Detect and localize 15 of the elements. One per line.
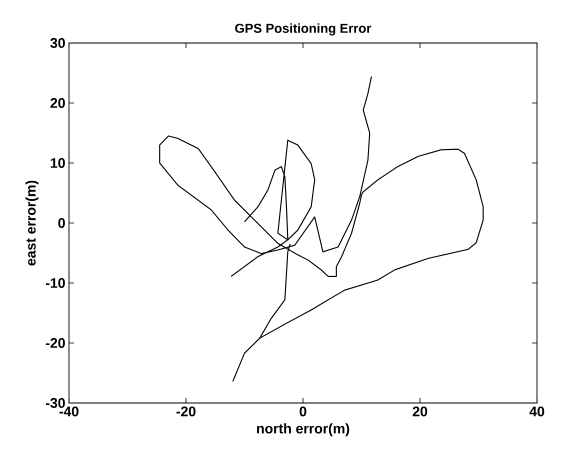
y-tick-label: 20 — [50, 98, 65, 108]
x-tick-label: 20 — [412, 406, 428, 416]
x-tick-label: -20 — [176, 406, 196, 416]
y-tick-label: -10 — [46, 278, 65, 288]
x-tick-label: 0 — [300, 406, 306, 416]
chart-title: GPS Positioning Error — [235, 23, 372, 36]
x-tick-label: -40 — [59, 406, 79, 416]
y-axis-title: east error(m) — [25, 180, 38, 266]
y-tick-label: -30 — [46, 398, 65, 408]
x-axis-title: north error(m) — [257, 423, 350, 436]
y-tick-label: 0 — [58, 218, 65, 228]
x-tick-label: 40 — [529, 406, 544, 416]
y-tick-label: -20 — [46, 338, 65, 348]
y-tick-label: 10 — [50, 158, 65, 168]
y-tick-label: 30 — [50, 38, 65, 48]
